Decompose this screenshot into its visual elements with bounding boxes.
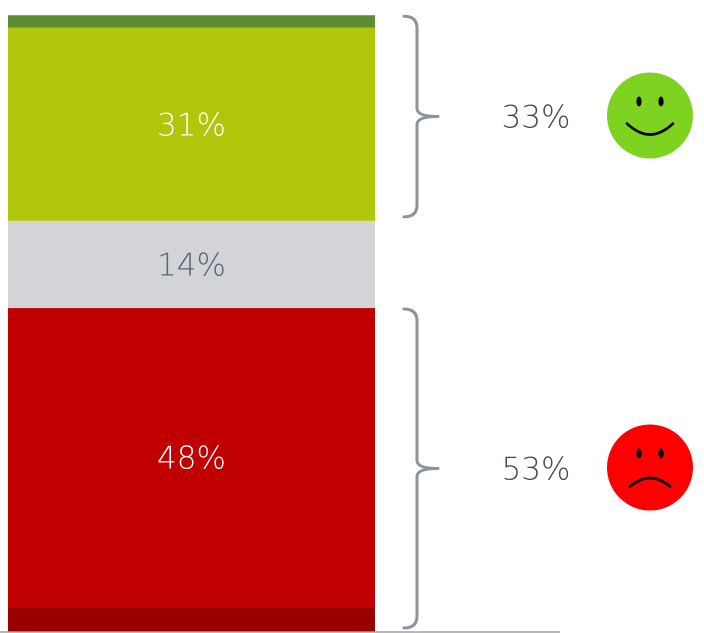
segment-label-2: 14%: [157, 247, 226, 283]
bar-segment-4: [8, 15, 375, 28]
bar-segment-1: [8, 308, 375, 608]
happy-face-icon-eye-left: [636, 96, 642, 107]
segment-labels: 48% 14% 31%: [157, 107, 226, 476]
group-brace-1: [402, 307, 440, 630]
happy-face-icon-eye-right: [658, 96, 664, 107]
sad-face-icon: [607, 424, 693, 511]
sad-face-icon-disc: [607, 424, 693, 511]
bar-segments: [8, 15, 375, 632]
group-label-1: 53%: [502, 452, 571, 488]
segment-label-3: 31%: [157, 107, 226, 143]
group-label-0: 33%: [502, 100, 571, 136]
group-annotations: 33% 53%: [402, 14, 693, 630]
segment-label-1: 48%: [157, 441, 226, 477]
group-brace-0: [402, 14, 440, 219]
sad-face-icon-eye-left: [636, 448, 642, 459]
bar-segment-2: [8, 220, 375, 309]
happy-face-icon-mouth: [625, 122, 675, 136]
bar-segment-0: [8, 607, 375, 632]
happy-face-icon-disc: [607, 72, 693, 159]
bar-segment-3: [8, 27, 375, 221]
sad-face-icon-eye-right: [658, 448, 664, 459]
happy-face-icon: [607, 72, 693, 159]
sad-face-icon-mouth: [628, 476, 672, 488]
